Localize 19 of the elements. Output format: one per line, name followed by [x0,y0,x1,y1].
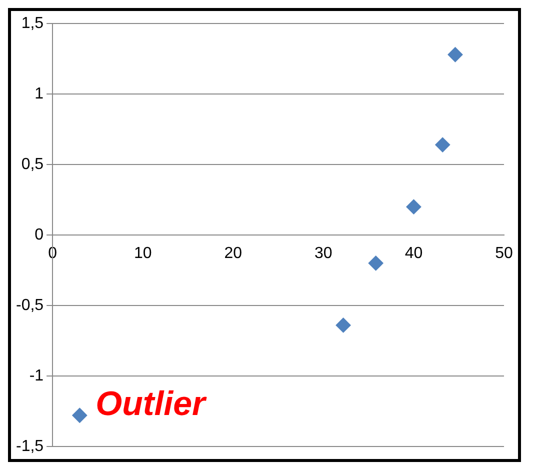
x-tick-label: 30 [314,245,332,262]
point [406,199,422,214]
x-tick-label: 20 [224,245,242,262]
y-tick-label: 1,5 [21,15,44,32]
x-tick-label: 40 [404,245,423,262]
annotation: Outlier [96,384,207,423]
y-tick-label: 0,5 [21,156,44,173]
point [435,137,450,152]
y-tick-label: 1 [34,85,44,102]
y-tick-label: -1 [29,367,44,384]
x-tick-label: 10 [134,245,152,262]
y-tick-label: -0,5 [16,296,44,314]
point [336,318,351,333]
point [368,256,384,271]
point [448,47,463,62]
x-tick-label: 50 [495,245,513,262]
point [72,408,88,423]
y-tick-label: -1,5 [16,438,44,455]
y-tick-label: 0 [34,226,44,244]
